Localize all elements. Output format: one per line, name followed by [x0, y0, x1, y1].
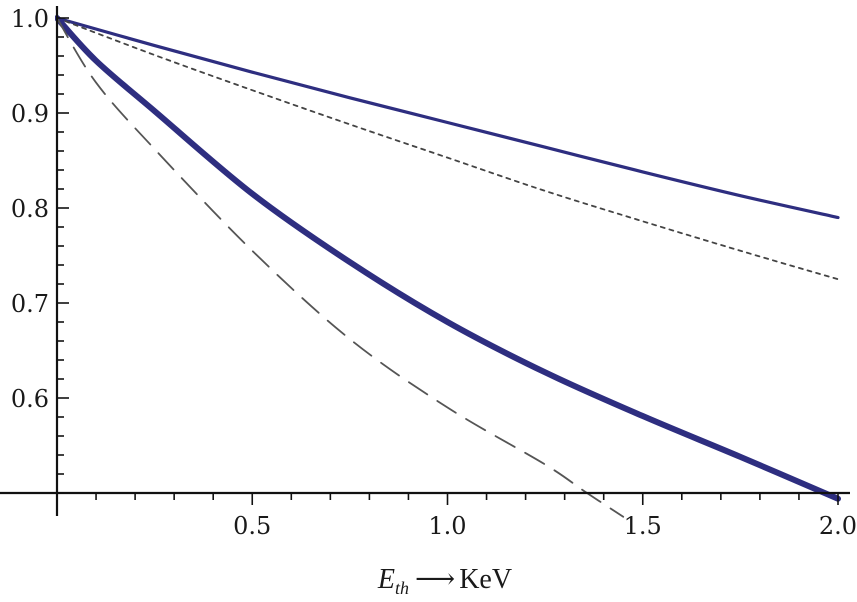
x-axis-label-unit: KeV [459, 564, 512, 595]
x-axis-label-arrow: ⟶ [415, 564, 455, 595]
x-tick-labels: 0.5 1.0 1.5 2.0 [233, 512, 857, 540]
series-line-solid-thick [55, 15, 841, 502]
x-tick-label: 1.0 [428, 512, 466, 540]
series-line-dotted [56, 17, 839, 281]
x-axis-label-symbol: E [377, 564, 395, 595]
y-tick-label: 0.7 [11, 290, 49, 318]
y-tick-label: 0.6 [11, 385, 49, 413]
series-layer [55, 15, 841, 518]
axes [0, 6, 850, 516]
series-line-solid-thin [55, 16, 840, 220]
x-tick-label: 1.5 [624, 512, 662, 540]
y-tick-label: 0.8 [11, 195, 49, 223]
series-line-dashed [56, 17, 625, 518]
x-tick-label: 2.0 [819, 512, 857, 540]
y-tick-labels: 0.6 0.7 0.8 0.9 1.0 [11, 5, 49, 413]
x-axis-label-subscript: th [395, 578, 409, 598]
x-axis-label: Eth ⟶ KeV [377, 564, 512, 598]
y-tick-label: 0.9 [11, 100, 49, 128]
x-tick-label: 0.5 [233, 512, 271, 540]
y-tick-label: 1.0 [11, 5, 49, 33]
